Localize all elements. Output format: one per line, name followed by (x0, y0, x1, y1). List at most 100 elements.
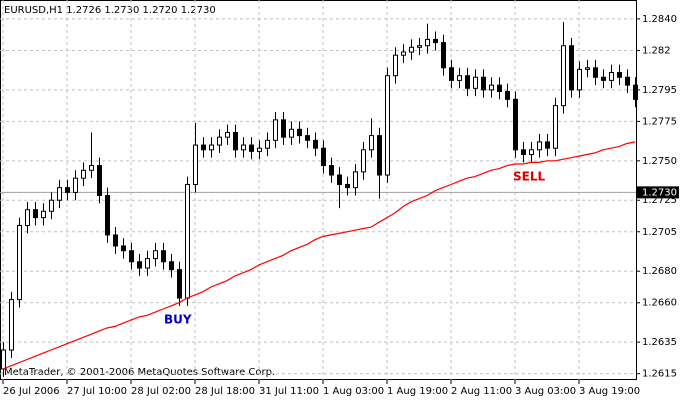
candle-body (249, 144, 254, 152)
candle-body (329, 165, 334, 176)
candle-body (473, 76, 478, 89)
candle-body (217, 136, 222, 146)
x-tick-label: 31 Jul 11:00 (259, 386, 319, 397)
candle-body (609, 72, 614, 81)
candle-body (169, 261, 174, 271)
candle-body (505, 90, 510, 100)
candle-body (145, 258, 150, 269)
y-tick-label: 1.2635 (642, 337, 677, 348)
plot-frame (0, 0, 637, 380)
candle-body (425, 38, 430, 47)
x-tick-label: 3 Aug 19:00 (579, 386, 640, 397)
candle-body (489, 84, 494, 91)
candle-body (449, 67, 454, 81)
candle-body (9, 299, 14, 351)
candle-body (625, 76, 630, 86)
candle-body (417, 45, 422, 48)
candle-body (265, 139, 270, 149)
current-price-label: 1.2730 (642, 187, 677, 198)
chart-title: EURUSD,H1 1.2726 1.2730 1.2720 1.2730 (4, 5, 216, 16)
candle-body (81, 169, 86, 179)
candle-body (361, 149, 366, 173)
candle-body (297, 128, 302, 137)
candle-body (377, 135, 382, 176)
candle-body (49, 199, 54, 212)
candle-body (521, 149, 526, 156)
x-tick-label: 1 Aug 03:00 (323, 386, 384, 397)
candle-body (65, 187, 70, 193)
candle-body (177, 269, 182, 299)
x-tick-label: 26 Jul 2006 (3, 386, 60, 397)
candle-body (553, 105, 558, 149)
candle-body (17, 224, 22, 301)
candle-body (337, 174, 342, 185)
x-tick-label: 2 Aug 11:00 (451, 386, 512, 397)
candle-body (137, 261, 142, 269)
candle-body (369, 135, 374, 151)
candle-body (497, 84, 502, 92)
candle-body (593, 67, 598, 78)
candle-body (305, 135, 310, 141)
moving-average-line (2, 141, 636, 370)
y-tick-label: 1.2795 (642, 85, 677, 96)
annotation: BUY (164, 313, 192, 327)
y-tick-label: 1.2705 (642, 227, 677, 238)
candle-body (481, 76, 486, 91)
x-tick-label: 27 Jul 10:00 (67, 386, 127, 397)
candle-body (153, 250, 158, 260)
y-tick-label: 1.2660 (642, 298, 677, 309)
candle-body (225, 131, 230, 138)
y-tick-label: 1.2615 (642, 369, 677, 380)
x-tick-label: 28 Jul 02:00 (131, 386, 191, 397)
candle-body (257, 147, 262, 152)
candle-body (585, 67, 590, 70)
candle-body (569, 45, 574, 91)
candle-body (545, 141, 550, 149)
candle-body (209, 144, 214, 151)
y-tick-label: 1.2840 (642, 14, 677, 25)
candle-body (393, 54, 398, 77)
candle-body (281, 119, 286, 138)
x-tick-label: 28 Jul 18:00 (195, 386, 255, 397)
candle-body (233, 131, 238, 151)
y-tick-label: 1.2680 (642, 266, 677, 277)
candle-body (601, 76, 606, 81)
current-price-box (637, 186, 679, 199)
candle-body (41, 210, 46, 219)
candle-body (537, 141, 542, 151)
x-tick-label: 1 Aug 19:00 (387, 386, 448, 397)
candle-body (97, 165, 102, 197)
candle-body (633, 84, 638, 100)
candle-body (57, 187, 62, 201)
candle-body (201, 144, 206, 151)
candle-body (273, 119, 278, 141)
candle-body (465, 75, 470, 89)
candle-body (33, 209, 38, 219)
candle-body (89, 165, 94, 171)
y-tick-label: 1.2775 (642, 116, 677, 127)
candle-body (73, 177, 78, 193)
copyright: MetaTrader, © 2001-2006 MetaQuotes Softw… (4, 367, 275, 378)
candle-body (617, 72, 622, 78)
candle-body (25, 209, 30, 226)
annotation: SELL (513, 170, 545, 184)
candle-body (513, 98, 518, 151)
candle-body (113, 234, 118, 247)
x-tick-label: 3 Aug 03:00 (515, 386, 576, 397)
candle-body (289, 128, 294, 138)
candle-body (185, 183, 190, 299)
candle-body (457, 75, 462, 81)
candle-body (129, 250, 134, 263)
candle-body (409, 46, 414, 53)
candle-body (1, 349, 6, 370)
candle-body (193, 144, 198, 185)
candle-body (433, 38, 438, 44)
candle-body (241, 144, 246, 151)
y-tick-label: 1.2725 (642, 195, 677, 206)
candle-body (577, 68, 582, 91)
candle-body (161, 250, 166, 263)
candle-body (105, 195, 110, 236)
y-tick-label: 1.2750 (642, 156, 677, 167)
candle-body (441, 42, 446, 69)
